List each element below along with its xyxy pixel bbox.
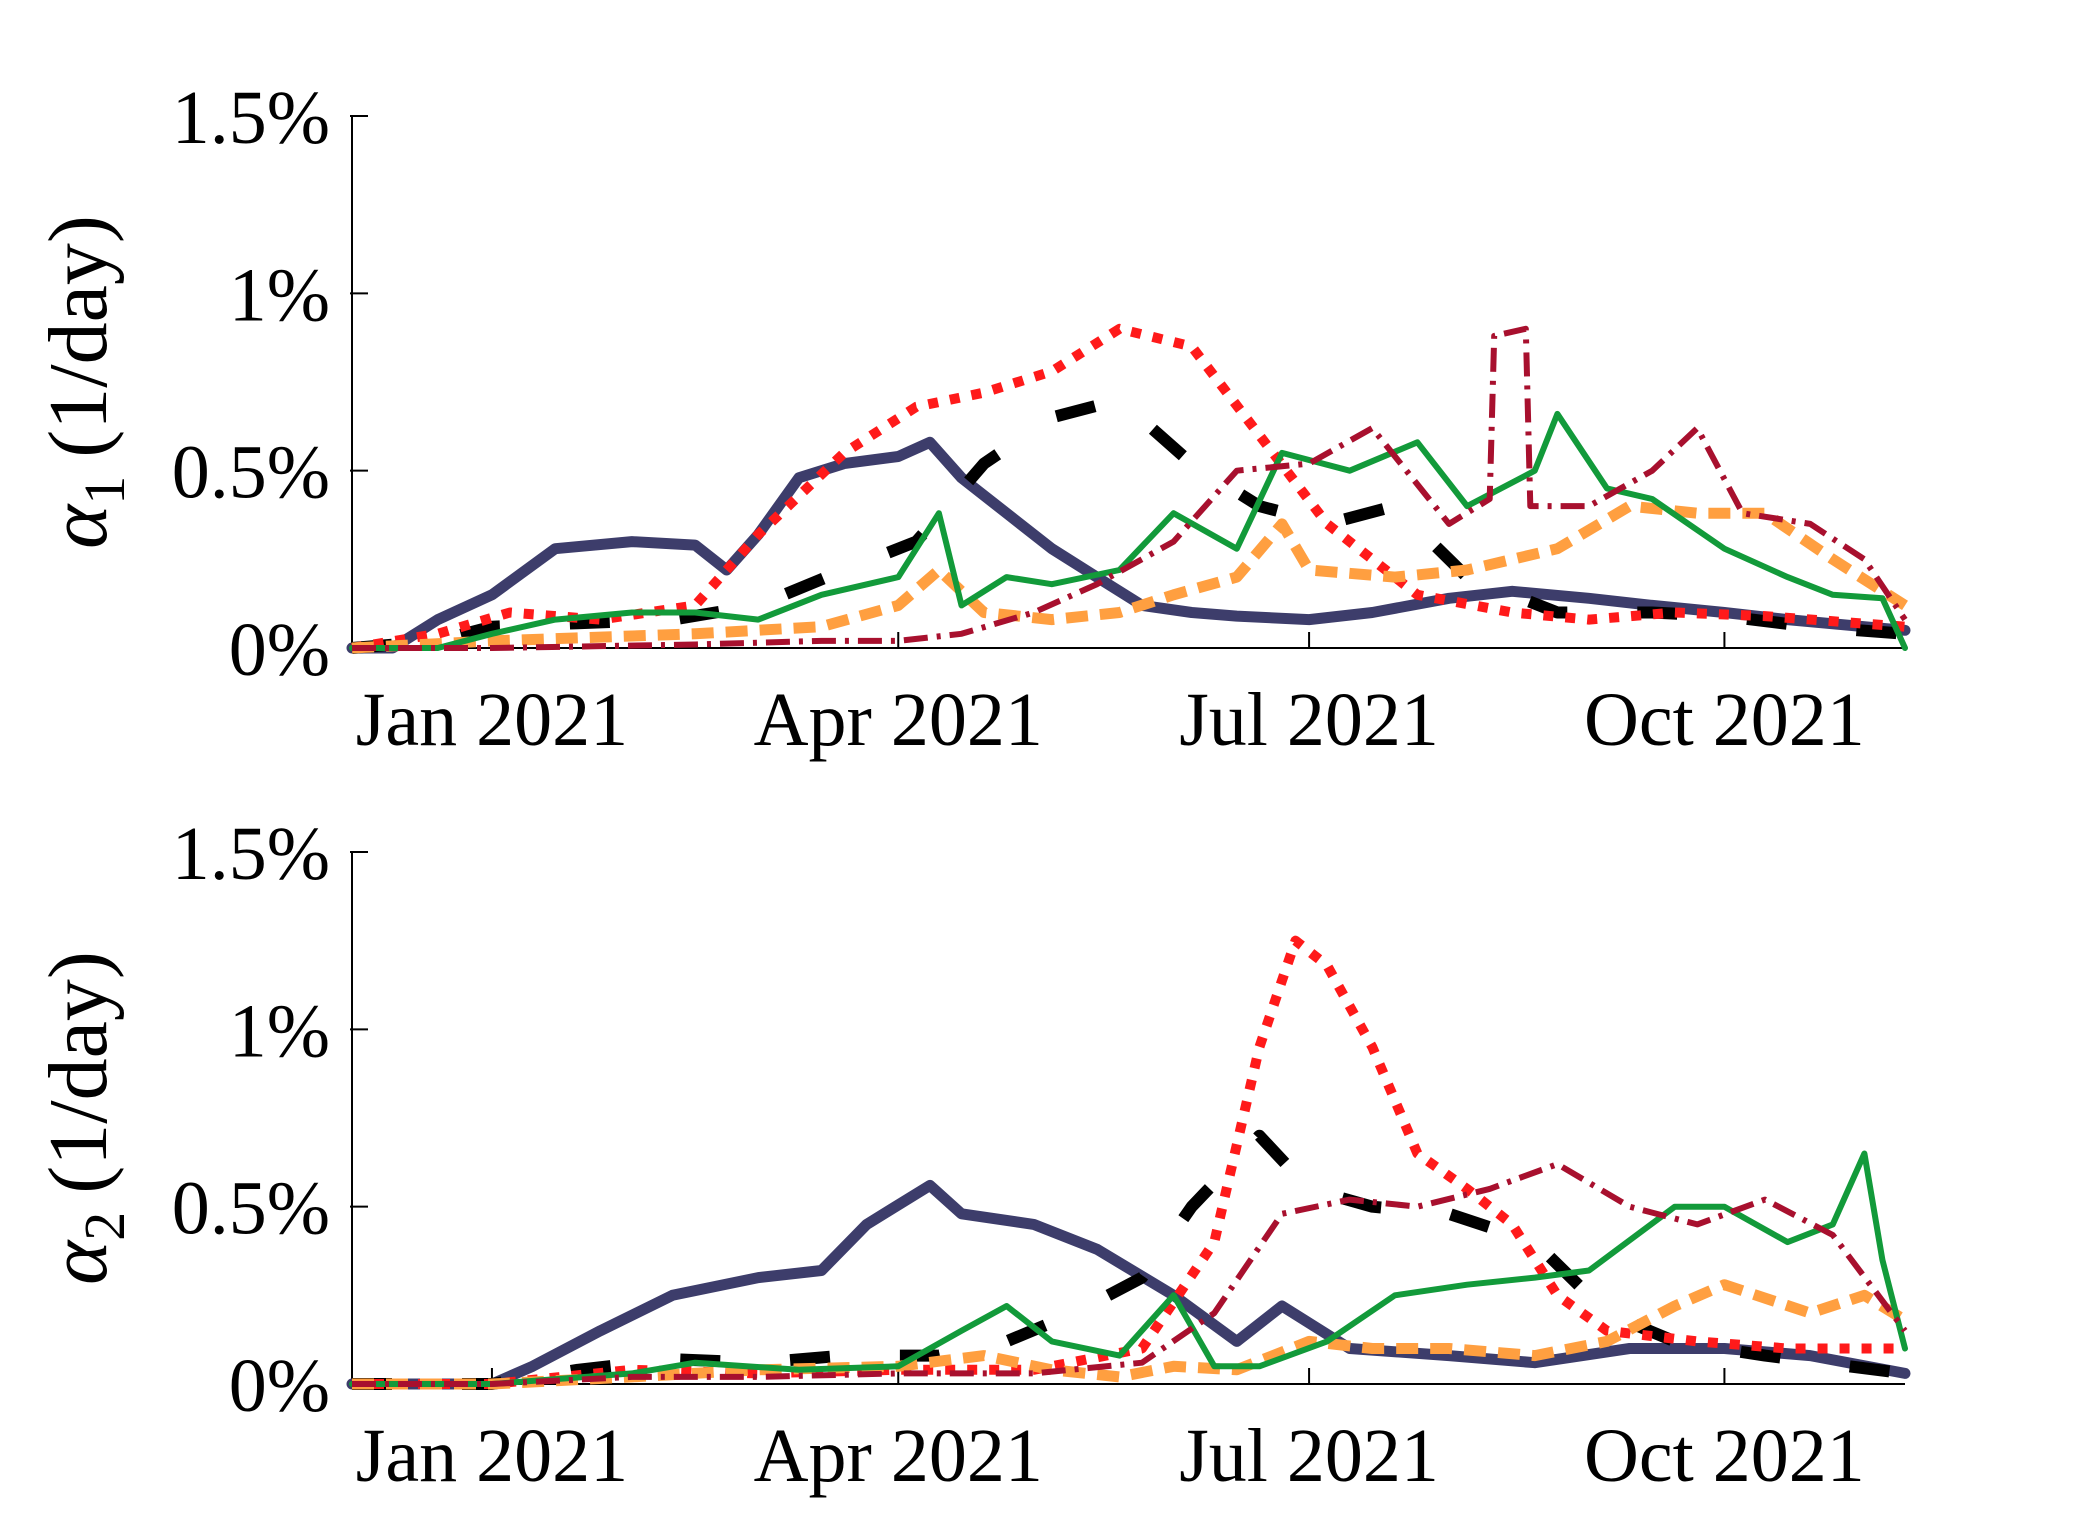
series-line-red (351, 323, 1906, 653)
x-tick-label: Oct 2021 (1584, 678, 1865, 762)
y-axis-symbol: α (32, 1239, 125, 1285)
y-axis-label: α2 (1/day) (32, 951, 137, 1285)
x-tick-label: Apr 2021 (754, 678, 1043, 762)
y-tick-label: 0.5% (172, 1167, 330, 1251)
x-tick-label: Jan 2021 (356, 678, 628, 762)
series-line-navy (346, 436, 1911, 654)
x-tick-label: Oct 2021 (1584, 1414, 1865, 1498)
y-axis-symbol: α (32, 503, 125, 549)
y-axis-unit: (1/day) (32, 951, 125, 1194)
series-line-crimson (352, 1161, 1908, 1387)
y-tick-label: 0% (229, 608, 330, 692)
x-tick-label: Jul 2021 (1179, 678, 1439, 762)
x-tick-label: Jul 2021 (1179, 1414, 1439, 1498)
series-line-green (349, 410, 1908, 651)
y-tick-label: 1% (229, 253, 330, 337)
x-tick-label: Apr 2021 (754, 1414, 1043, 1498)
y-axis-subscript: 2 (72, 1212, 137, 1241)
x-tick-label: Jan 2021 (356, 1414, 628, 1498)
series-line-red (352, 935, 1905, 1389)
panel-alpha1: 0% 0.5% 1% 1.5% Jan 2021 Apr 2021 Jul 2021 Oct … (32, 76, 1911, 762)
y-tick-label: 0.5% (172, 431, 330, 515)
y-axis-subscript: 1 (72, 476, 137, 505)
series-line-green (349, 1150, 1908, 1387)
panel-alpha2: 0% 0.5% 1% 1.5% Jan 2021 Apr 2021 Jul 2021 Oct … (32, 812, 1911, 1498)
y-axis-label: α1 (1/day) (32, 215, 137, 549)
y-tick-label: 1.5% (172, 76, 330, 160)
series-line-black (352, 1129, 1906, 1390)
y-tick-label: 0% (229, 1344, 330, 1428)
series-line-orange (352, 1279, 1908, 1390)
y-axis-unit: (1/day) (32, 215, 125, 458)
series-line-orange (351, 500, 1908, 654)
y-tick-label: 1.5% (172, 812, 330, 896)
y-tick-label: 1% (229, 989, 330, 1073)
series-line-navy (346, 1179, 1911, 1390)
series-line-black (351, 393, 1906, 654)
